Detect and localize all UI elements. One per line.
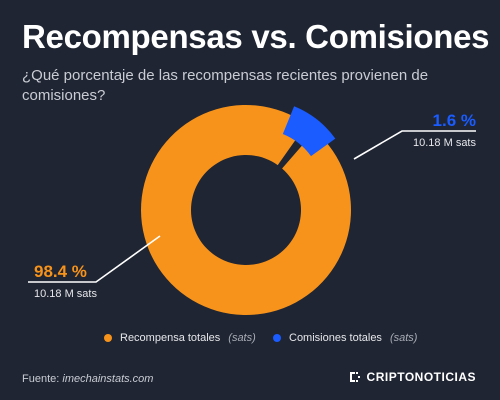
fees-callout: 1.6 % 10.18 M sats xyxy=(413,111,476,149)
fees-sats-label: 10.18 M sats xyxy=(413,137,476,149)
brand-name: CRIPTONOTICIAS xyxy=(366,370,476,384)
legend-dot-rewards xyxy=(104,334,112,342)
legend-dot-fees xyxy=(273,334,281,342)
source-name: imechainstats.com xyxy=(62,373,154,385)
source-note: Fuente: imechainstats.com xyxy=(22,373,153,385)
rewards-percent-label: 98.4 % xyxy=(34,262,87,281)
leader-line-fees xyxy=(353,130,476,160)
donut-slice-fees xyxy=(282,106,336,157)
rewards-sats-label: 10.18 M sats xyxy=(34,288,97,300)
legend-label-fees: Comisiones totales xyxy=(289,332,382,344)
brand-logo: CRIPTONOTICIAS xyxy=(347,370,476,384)
donut-slice-rewards xyxy=(140,105,351,315)
legend-unit-fees: (sats) xyxy=(389,332,418,344)
chart-subtitle: ¿Qué porcentaje de las recompensas recie… xyxy=(22,67,429,104)
criptonoticias-logo-icon xyxy=(349,372,360,382)
rewards-callout: 98.4 % 10.18 M sats xyxy=(34,262,97,300)
legend-label-rewards: Recompensa totales xyxy=(120,332,221,344)
source-label: Fuente: xyxy=(22,373,60,385)
fees-percent-label: 1.6 % xyxy=(432,111,476,130)
legend-item-fees: Comisiones totales (sats) xyxy=(273,332,417,344)
chart-legend: Recompensa totales (sats) Comisiones tot… xyxy=(0,332,500,352)
legend-item-rewards: Recompensa totales (sats) xyxy=(104,332,256,344)
leader-line-rewards xyxy=(28,235,161,283)
chart-title: Recompensas vs. Comisiones xyxy=(22,18,490,55)
legend-unit-rewards: (sats) xyxy=(228,332,256,344)
